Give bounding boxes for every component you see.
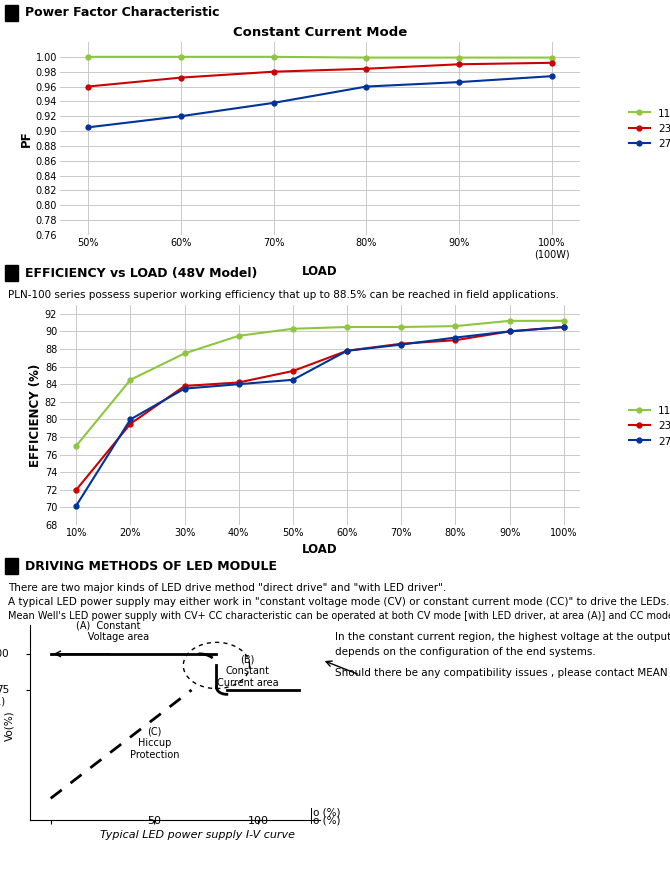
277V xyxy=(127,414,135,425)
Text: depends on the configuration of the end systems.: depends on the configuration of the end … xyxy=(335,647,596,657)
Line: 277V: 277V xyxy=(86,73,555,130)
230V xyxy=(72,484,80,495)
115V xyxy=(456,52,464,63)
Text: EFFICIENCY vs LOAD (48V Model): EFFICIENCY vs LOAD (48V Model) xyxy=(25,267,257,280)
Line: 115V: 115V xyxy=(74,318,566,448)
Text: DRIVING METHODS OF LED MODULE: DRIVING METHODS OF LED MODULE xyxy=(25,559,277,572)
Text: 75: 75 xyxy=(0,685,9,695)
277V xyxy=(72,501,80,511)
115V xyxy=(452,321,460,331)
115V xyxy=(362,52,371,63)
Text: (B)
Constant
Current area: (B) Constant Current area xyxy=(216,655,278,688)
230V xyxy=(559,322,567,332)
Y-axis label: PF: PF xyxy=(20,130,33,147)
Text: There are two major kinds of LED drive method "direct drive" and "with LED drive: There are two major kinds of LED drive m… xyxy=(8,583,446,593)
230V xyxy=(397,338,405,349)
Bar xyxy=(5,5,18,21)
277V xyxy=(269,98,277,108)
277V xyxy=(84,122,92,133)
230V xyxy=(269,66,277,77)
230V xyxy=(234,378,243,388)
Line: 230V: 230V xyxy=(74,324,566,492)
Text: (A)  Constant
      Voltage area: (A) Constant Voltage area xyxy=(68,621,149,642)
Text: Vo(%): Vo(%) xyxy=(4,711,14,741)
Text: 100: 100 xyxy=(247,815,269,826)
115V xyxy=(269,52,277,62)
277V xyxy=(177,111,185,121)
230V xyxy=(180,381,188,392)
277V xyxy=(343,345,351,356)
277V xyxy=(559,322,567,332)
Y-axis label: EFFICIENCY (%): EFFICIENCY (%) xyxy=(29,364,42,467)
277V xyxy=(180,384,188,394)
Text: A typical LED power supply may either work in "constant voltage mode (CV) or con: A typical LED power supply may either wo… xyxy=(8,597,669,607)
277V xyxy=(397,339,405,350)
230V xyxy=(127,419,135,429)
115V xyxy=(127,375,135,385)
Text: Should there be any compatibility issues , please contact MEAN WELL.: Should there be any compatibility issues… xyxy=(335,668,670,678)
Line: 230V: 230V xyxy=(86,60,555,89)
Legend: 115V, 230V, 277V: 115V, 230V, 277V xyxy=(624,104,670,154)
230V xyxy=(177,73,185,83)
Title: Constant Current Mode: Constant Current Mode xyxy=(233,26,407,39)
277V xyxy=(289,375,297,385)
115V xyxy=(397,322,405,332)
Text: (C)
Hiccup
Protection: (C) Hiccup Protection xyxy=(129,727,179,760)
115V xyxy=(84,52,92,62)
115V xyxy=(289,323,297,334)
Text: Power Factor Characteristic: Power Factor Characteristic xyxy=(25,6,220,19)
Text: (min.): (min.) xyxy=(0,697,5,706)
Text: 100: 100 xyxy=(0,649,9,659)
230V xyxy=(343,345,351,356)
Line: 115V: 115V xyxy=(86,54,555,60)
277V xyxy=(234,379,243,390)
230V xyxy=(452,335,460,345)
277V xyxy=(548,71,556,81)
115V xyxy=(177,52,185,62)
277V xyxy=(362,81,371,92)
Text: PLN-100 series possess superior working efficiency that up to 88.5% can be reach: PLN-100 series possess superior working … xyxy=(8,290,559,300)
Text: In the constant current region, the highest voltage at the output of the driver: In the constant current region, the high… xyxy=(335,632,670,642)
Legend: 115V, 230V, 277V: 115V, 230V, 277V xyxy=(624,401,670,451)
115V xyxy=(72,440,80,451)
115V xyxy=(234,330,243,341)
230V xyxy=(548,58,556,68)
230V xyxy=(362,64,371,74)
115V xyxy=(180,348,188,358)
Bar xyxy=(5,265,18,281)
115V xyxy=(559,316,567,326)
Text: Mean Well's LED power supply with CV+ CC characteristic can be operated at both : Mean Well's LED power supply with CV+ CC… xyxy=(8,611,670,621)
277V xyxy=(506,326,514,336)
230V xyxy=(456,59,464,70)
277V xyxy=(452,332,460,343)
230V xyxy=(289,365,297,376)
Line: 277V: 277V xyxy=(74,324,566,508)
Bar xyxy=(5,558,18,574)
277V xyxy=(456,77,464,87)
115V xyxy=(343,322,351,332)
115V xyxy=(506,316,514,326)
Text: Io (%): Io (%) xyxy=(310,808,340,818)
230V xyxy=(506,326,514,336)
230V xyxy=(84,81,92,92)
Text: 50: 50 xyxy=(147,815,161,826)
115V xyxy=(548,52,556,63)
Text: Io (%): Io (%) xyxy=(310,815,340,826)
Text: Typical LED power supply I-V curve: Typical LED power supply I-V curve xyxy=(100,830,295,840)
X-axis label: LOAD: LOAD xyxy=(302,265,338,278)
X-axis label: LOAD: LOAD xyxy=(302,544,338,557)
